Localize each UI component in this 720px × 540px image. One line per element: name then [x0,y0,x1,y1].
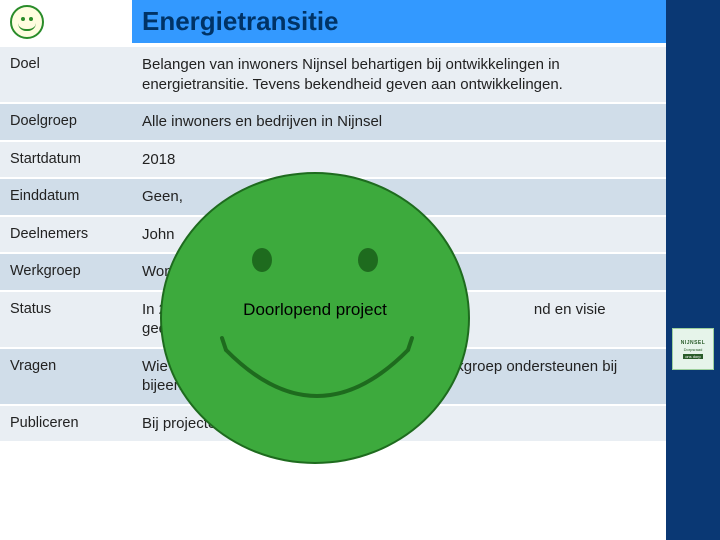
overlay-smiley: Doorlopend project [160,172,470,464]
logo-box: NIJNSEL Dorpsraad ons dorp [672,328,714,370]
header-icon-cell [0,0,132,43]
row-label: Deelnemers [0,216,132,254]
logo-line1: NIJNSEL [681,340,706,346]
header-row: Energietransitie [0,0,666,45]
row-label: Einddatum [0,178,132,216]
row-label: Publiceren [0,405,132,442]
page-title: Energietransitie [132,0,666,43]
row-label: Doelgroep [0,103,132,141]
smiley-mouth-icon [162,174,472,466]
table-row: Doelgroep Alle inwoners en bedrijven in … [0,103,666,141]
smiley-icon [10,5,44,39]
row-value: Alle inwoners en bedrijven in Nijnsel [132,103,666,141]
logo-line3: ons dorp [683,354,703,359]
row-label: Vragen [0,348,132,405]
row-label: Werkgroep [0,253,132,291]
row-label: Doel [0,46,132,103]
row-label: Startdatum [0,141,132,179]
logo-line2: Dorpsraad [684,347,703,352]
row-value: Belangen van inwoners Nijnsel behartigen… [132,46,666,103]
row-value: 2018 [132,141,666,179]
table-row: Doel Belangen van inwoners Nijnsel behar… [0,46,666,103]
sidebar-accent [666,0,720,540]
row-label: Status [0,291,132,348]
slide: NIJNSEL Dorpsraad ons dorp Energietransi… [0,0,720,540]
